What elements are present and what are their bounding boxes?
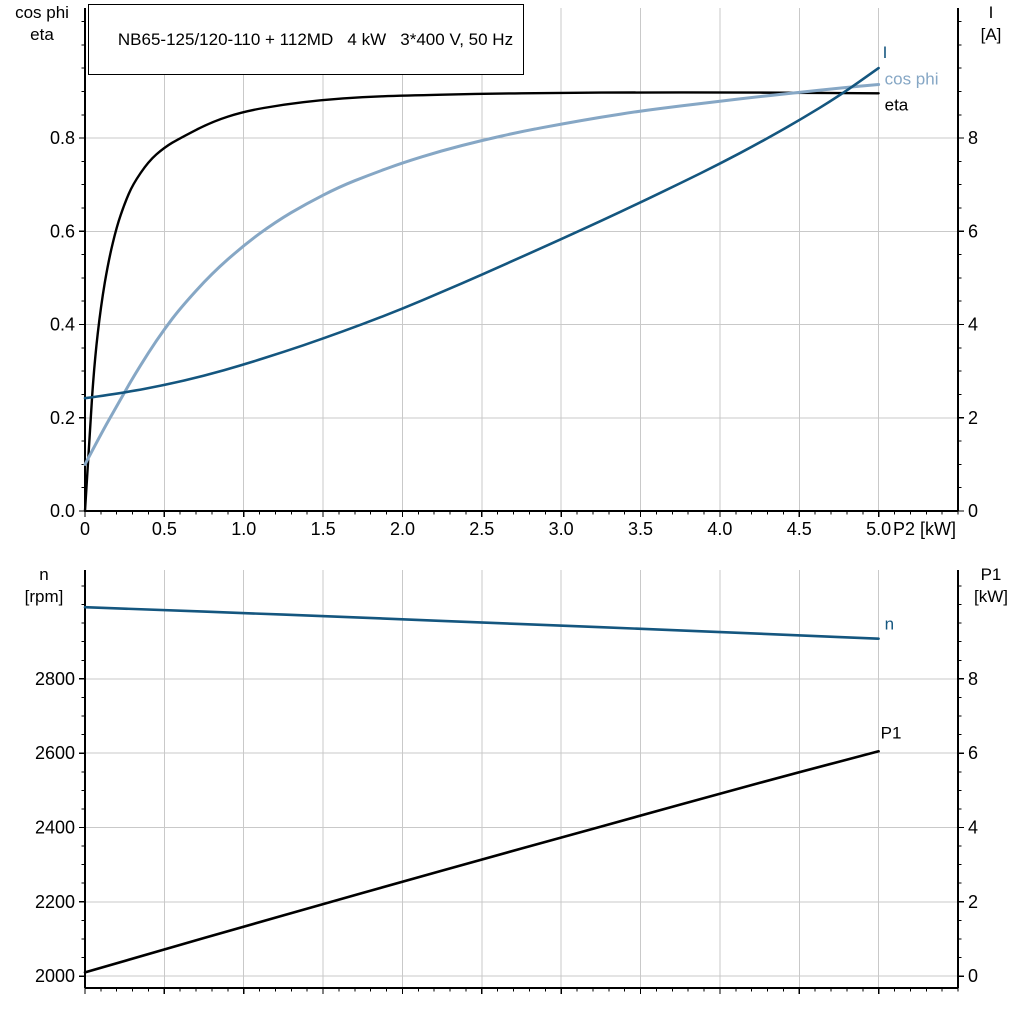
x-tick-label: 0.5: [152, 519, 177, 539]
right-tick-label: 6: [968, 221, 978, 241]
right-tick-label: 2: [968, 408, 978, 428]
left-tick-label: 0.2: [50, 408, 75, 428]
right-tick-label: 0: [968, 966, 978, 986]
x-axis-label: P2 [kW]: [893, 519, 956, 539]
x-tick-label: 1.5: [311, 519, 336, 539]
right-tick-label: 4: [968, 315, 978, 335]
chart-title-box: NB65-125/120-110 + 112MD 4 kW 3*400 V, 5…: [88, 4, 525, 75]
series-label-I: I: [883, 43, 888, 62]
left-axis-title-speed: n: [39, 565, 49, 584]
left-tick-label: 0.0: [50, 501, 75, 521]
x-tick-label: 3.0: [549, 519, 574, 539]
left-axis-title-cos-phi: cos phi: [15, 3, 69, 22]
right-tick-label: 8: [968, 128, 978, 148]
bottom-right-axis-header: P1 [kW]: [960, 564, 1022, 608]
series-label-P1: P1: [881, 723, 902, 742]
right-axis-unit-ampere: [A]: [980, 25, 1002, 44]
right-axis-title-current: I: [988, 3, 994, 22]
series-curve-I: [83, 66, 880, 400]
left-tick-label: 2600: [35, 743, 75, 763]
x-tick-label: 5.0: [866, 519, 891, 539]
bottom-left-axis-header: n [rpm]: [6, 564, 82, 608]
right-tick-label: 0: [968, 501, 978, 521]
top-right-axis-header: I [A]: [960, 2, 1022, 46]
series-label-n: n: [885, 615, 894, 634]
series-label-cos-phi: cos phi: [885, 69, 939, 88]
right-tick-label: 8: [968, 669, 978, 689]
series-curve-n: [83, 605, 880, 640]
x-tick-label: 4.0: [707, 519, 732, 539]
x-tick-label: 3.5: [628, 519, 653, 539]
x-tick-label: 0: [80, 519, 90, 539]
x-tick-label: 4.5: [787, 519, 812, 539]
left-tick-label: 0.6: [50, 221, 75, 241]
right-axis-title-p1: P1: [980, 565, 1002, 584]
top-left-axis-header: cos phi eta: [2, 2, 82, 46]
right-tick-label: 4: [968, 817, 978, 837]
left-tick-label: 2000: [35, 966, 75, 986]
left-axis-unit-rpm: [rpm]: [24, 587, 64, 606]
left-tick-label: 2800: [35, 669, 75, 689]
series-curve-cos-phi: [83, 83, 881, 466]
x-tick-label: 2.0: [390, 519, 415, 539]
right-tick-label: 6: [968, 743, 978, 763]
series-curve-eta: [83, 91, 880, 513]
x-tick-label: 2.5: [469, 519, 494, 539]
left-tick-label: 0.8: [50, 128, 75, 148]
left-tick-label: 2200: [35, 892, 75, 912]
series-curve-P1: [83, 750, 880, 974]
left-tick-label: 0.4: [50, 315, 75, 335]
right-tick-label: 2: [968, 892, 978, 912]
p2-performance-panel: 0 0.5 1.0 1.5 2.0 2.5 3.0 3.5 4.0 4.5 5.0 P2 [kW] 0.…: [50, 8, 978, 539]
right-axis-unit-kw: [kW]: [974, 587, 1008, 606]
series-label-eta: eta: [885, 95, 909, 114]
left-tick-label: 2400: [35, 817, 75, 837]
left-axis-title-eta: eta: [30, 25, 54, 44]
x-tick-label: 1.0: [231, 519, 256, 539]
chart-title: NB65-125/120-110 + 112MD 4 kW 3*400 V, 5…: [117, 30, 514, 49]
speed-power-panel: 2000 2200 2400 2600 2800 0 2 4 6 8 n P1: [35, 570, 978, 994]
